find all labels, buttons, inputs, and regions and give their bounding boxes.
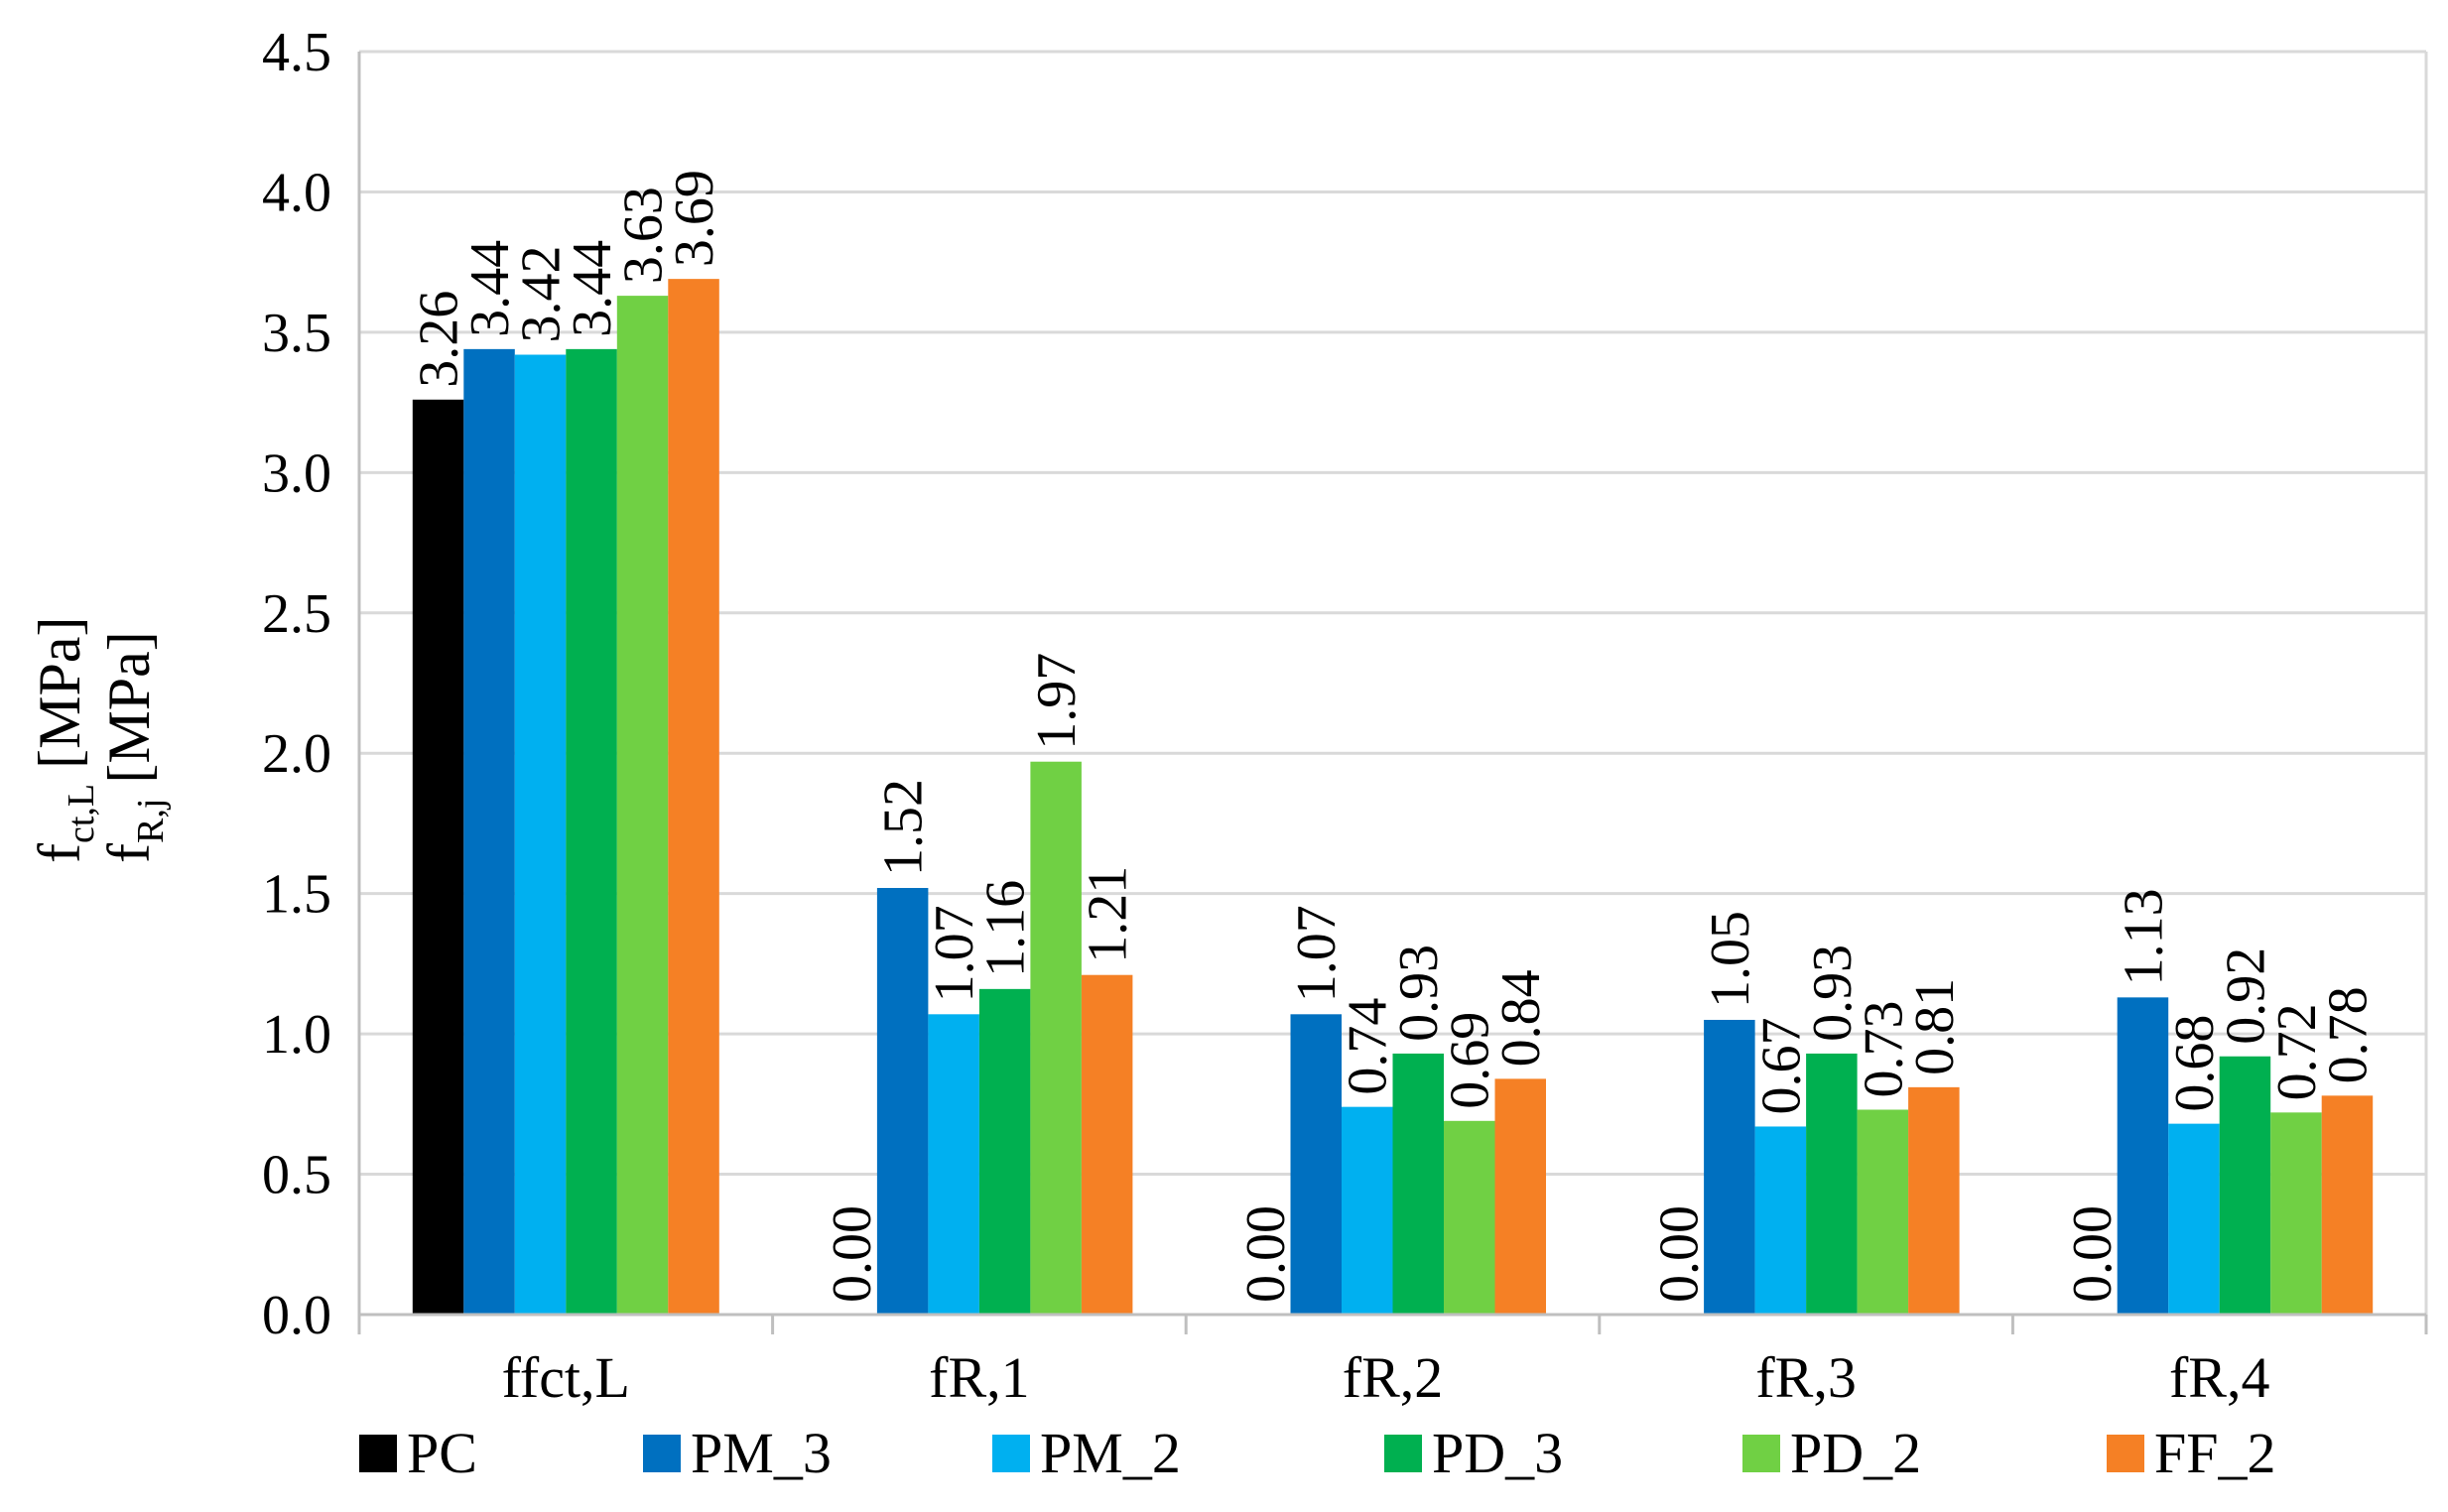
y-tick-label: 0.5	[262, 1145, 331, 1206]
data-label: 0.74	[1338, 998, 1399, 1095]
bar	[1342, 1106, 1393, 1315]
data-label: 3.44	[562, 240, 623, 337]
y-axis-title-line1-main: f	[27, 843, 92, 863]
bar	[876, 888, 929, 1315]
data-label: 0.92	[2215, 947, 2276, 1045]
data-label: 0.84	[1490, 969, 1552, 1067]
x-category-label: fR,1	[929, 1345, 1030, 1410]
y-axis-title-line2-unit: [MPa]	[96, 631, 162, 798]
y-axis-title-line2-sub: R,j	[130, 799, 172, 843]
data-label: 0.68	[2164, 1015, 2226, 1112]
legend-label: PM_2	[1040, 1421, 1181, 1485]
data-label: 0.00	[2062, 1205, 2124, 1303]
data-label: 0.78	[2317, 986, 2379, 1083]
legend-swatch	[1742, 1435, 1780, 1472]
bar	[412, 399, 464, 1315]
x-category-label: fR,4	[2169, 1345, 2270, 1410]
bar	[2321, 1095, 2374, 1315]
y-axis-title-line1-sub: ct,L	[61, 784, 102, 843]
legend-label: PM_3	[691, 1421, 832, 1485]
data-label: 0.00	[1648, 1205, 1710, 1303]
data-label: 3.42	[511, 246, 573, 343]
legend-label: PD_2	[1790, 1421, 1921, 1485]
bar	[566, 348, 617, 1316]
y-tick-label: 4.5	[262, 22, 331, 83]
data-label: 1.97	[1026, 653, 1088, 750]
legend-swatch	[992, 1435, 1030, 1472]
bar	[463, 348, 515, 1316]
y-axis-title-line1-unit: [MPa]	[27, 617, 92, 784]
data-label: 1.07	[924, 905, 985, 1002]
bar	[2117, 997, 2169, 1315]
bar	[1081, 974, 1133, 1315]
y-tick-label: 2.0	[262, 723, 331, 785]
bars	[412, 279, 2374, 1316]
bar	[1754, 1126, 1807, 1315]
data-label: 1.05	[1700, 911, 1761, 1008]
bar	[1392, 1053, 1444, 1315]
bar	[2270, 1112, 2322, 1315]
y-tick-label: 0.0	[262, 1285, 331, 1346]
bar	[978, 988, 1031, 1315]
legend-label: FF_2	[2154, 1421, 2276, 1485]
bar	[1908, 1086, 1960, 1315]
svg-text:fR,j [MPa]: fR,j [MPa]	[96, 631, 172, 863]
y-axis-title-2: fR,j [MPa]	[96, 631, 172, 863]
legend-swatch	[359, 1435, 397, 1472]
bar	[1030, 761, 1082, 1315]
data-label: 0.72	[2266, 1003, 2328, 1100]
bar	[2219, 1056, 2271, 1315]
bar	[2168, 1123, 2220, 1315]
bar	[1290, 1014, 1342, 1315]
data-label: 1.52	[873, 779, 935, 876]
bar	[616, 296, 669, 1316]
y-tick-label: 2.5	[262, 583, 331, 645]
legend-label: PC	[407, 1421, 477, 1485]
bar	[1444, 1120, 1495, 1315]
svg-text:fct,L [MPa]: fct,L [MPa]	[27, 617, 102, 863]
legend: PC PM_3 PM_2 PD_3 PD_2 FF_2	[359, 1421, 2276, 1485]
y-tick-label: 1.5	[262, 864, 331, 926]
legend-label: PD_3	[1432, 1421, 1563, 1485]
legend-swatch	[1384, 1435, 1422, 1472]
data-label: 3.26	[409, 291, 470, 388]
x-category-label: ffct,L	[502, 1345, 630, 1410]
data-label: 1.07	[1286, 905, 1348, 1002]
y-tick-label: 1.0	[262, 1004, 331, 1066]
data-label: 1.13	[2113, 888, 2174, 985]
bar	[1806, 1053, 1858, 1315]
bar	[514, 354, 567, 1315]
data-label: 3.44	[459, 240, 521, 337]
bar	[668, 279, 719, 1315]
data-label: 0.73	[1853, 1000, 1914, 1097]
data-label: 1.16	[975, 880, 1037, 977]
data-label: 3.63	[613, 187, 675, 284]
data-label: 0.69	[1440, 1012, 1501, 1109]
legend-swatch	[643, 1435, 681, 1472]
y-axis-title-line2-main: f	[96, 843, 162, 863]
y-tick-label: 4.0	[262, 162, 331, 223]
data-label: 1.21	[1078, 866, 1139, 963]
bar	[1494, 1078, 1546, 1315]
x-category-label: fR,3	[1755, 1345, 1857, 1410]
data-label: 3.69	[664, 170, 725, 267]
data-label: 0.00	[1235, 1205, 1297, 1303]
axes: 0.0 0.5 1.0 1.5 2.0 2.5 3.0 3.5 4.0 4.5 ffct,L fR,1…	[262, 22, 2428, 1410]
y-axis-title: fct,L [MPa]	[27, 617, 102, 863]
x-category-label: fR,2	[1343, 1345, 1444, 1410]
data-label: 0.67	[1750, 1017, 1812, 1114]
bar	[1704, 1019, 1755, 1315]
data-labels: 3.263.443.423.443.633.690.001.521.071.16…	[409, 170, 2380, 1303]
data-label: 0.81	[1904, 978, 1966, 1075]
data-label: 0.00	[822, 1205, 883, 1303]
legend-swatch	[2107, 1435, 2144, 1472]
y-tick-label: 3.0	[262, 442, 331, 504]
data-label: 0.93	[1388, 945, 1450, 1042]
bar	[928, 1014, 979, 1315]
bar	[1857, 1109, 1909, 1315]
data-label: 0.93	[1802, 945, 1864, 1042]
y-tick-label: 3.5	[262, 303, 331, 364]
